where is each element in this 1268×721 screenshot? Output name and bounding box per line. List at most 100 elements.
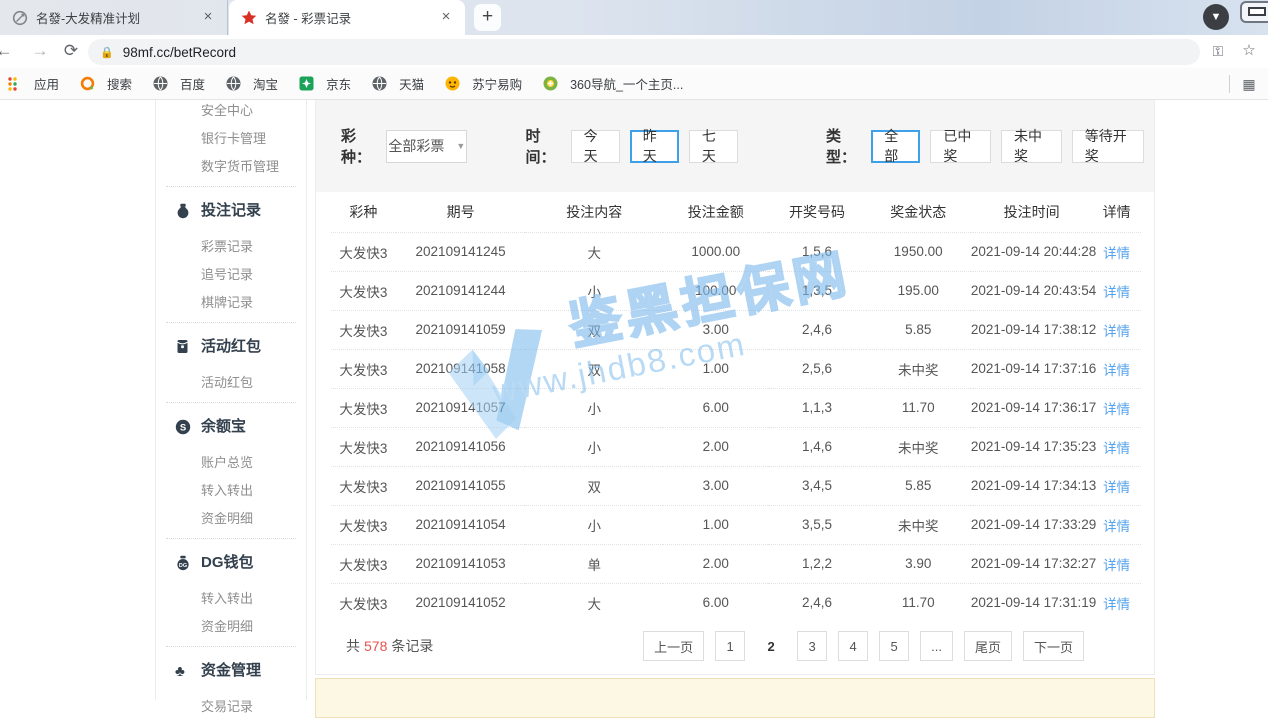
type-filter-pending[interactable]: 等待开奖 <box>1071 128 1144 164</box>
prize-cell: 195.00 <box>865 270 971 310</box>
lottery-type-select[interactable]: 全部彩票 ▼ <box>386 129 468 163</box>
bookmark-taobao[interactable]: 淘宝 <box>220 72 284 95</box>
bookmark-jd[interactable]: 京东 <box>293 72 357 95</box>
prize-cell: 未中奖 <box>865 426 971 466</box>
numbers-cell: 1,2,2 <box>768 543 866 583</box>
apps-grid-icon <box>8 76 28 91</box>
lottery-name-link[interactable]: 大发快3 <box>331 582 396 622</box>
tab-bet-record[interactable]: 名發 - 彩票记录 × <box>229 0 465 35</box>
password-key-icon[interactable]: ⚿ <box>1212 43 1224 59</box>
jd-icon <box>299 76 320 91</box>
next-page-button[interactable]: 下一页 <box>1022 631 1084 661</box>
sidebar-item-lottery-records[interactable]: 彩票记录 <box>201 239 254 254</box>
bookmark-360nav[interactable]: 360导航_一个主页... <box>537 72 689 95</box>
plan-site-favicon-icon <box>12 10 28 26</box>
lottery-name-link[interactable]: 大发快3 <box>331 387 396 427</box>
time-filter-today[interactable]: 今天 <box>570 128 620 164</box>
lottery-name-link[interactable]: 大发快3 <box>331 465 396 505</box>
bet-record-page: 安全中心 银行卡管理 数字货币管理 投注记录 彩票记录 追号记录 棋牌记录 活动… <box>0 100 1268 718</box>
detail-link[interactable]: 详情 <box>1103 401 1131 417</box>
sidebar-item-bank-card[interactable]: 银行卡管理 <box>201 131 267 146</box>
lottery-name-link[interactable]: 大发快3 <box>331 348 396 388</box>
lottery-name-link[interactable]: 大发快3 <box>331 309 396 349</box>
tab-close-icon[interactable]: × <box>441 7 451 25</box>
sidebar-item-fund-details[interactable]: 资金明细 <box>201 619 254 634</box>
tab-plan[interactable]: 名發-大发精准计划 × <box>0 0 228 35</box>
time-cell: 2021-09-14 17:37:16 <box>970 348 1096 388</box>
col-lottery: 彩种 <box>349 203 378 220</box>
total-suffix: 条记录 <box>391 638 434 654</box>
page-button-1[interactable]: 1 <box>715 631 746 661</box>
period-cell: 202109141058 <box>395 348 526 388</box>
detail-link[interactable]: 详情 <box>1103 557 1131 573</box>
page-button-5[interactable]: 5 <box>879 631 910 661</box>
period-cell: 202109141245 <box>395 231 526 271</box>
lottery-name-link[interactable]: 大发快3 <box>331 270 396 310</box>
time-filter-label: 时间： <box>525 128 556 166</box>
period-cell: 202109141059 <box>395 309 526 349</box>
bookmark-tmall[interactable]: 天猫 <box>366 72 430 95</box>
tab-close-icon[interactable]: × <box>203 7 213 25</box>
page-ellipsis-button[interactable]: ... <box>920 631 953 661</box>
address-bar[interactable]: 🔒 98mf.cc/betRecord <box>88 39 1200 65</box>
last-page-button[interactable]: 尾页 <box>963 631 1012 661</box>
detail-link[interactable]: 详情 <box>1103 518 1131 534</box>
new-tab-button[interactable]: + <box>474 4 501 31</box>
type-filter-won[interactable]: 已中奖 <box>930 128 992 164</box>
sidebar-item-digital-currency[interactable]: 数字货币管理 <box>201 159 280 174</box>
sidebar-item-chase-records[interactable]: 追号记录 <box>201 267 254 282</box>
numbers-cell: 3,4,5 <box>768 465 866 505</box>
sidebar-item-account-overview[interactable]: 账户总览 <box>201 455 254 470</box>
back-icon[interactable]: ← <box>0 41 13 60</box>
detail-link[interactable]: 详情 <box>1103 245 1131 261</box>
sidebar-item-activity-red-packet[interactable]: 活动红包 <box>201 375 254 390</box>
bookmark-search[interactable]: 搜索 <box>74 72 138 95</box>
prev-page-button[interactable]: 上一页 <box>643 631 705 661</box>
period-cell: 202109141056 <box>395 426 526 466</box>
search-circle-icon <box>80 76 101 91</box>
forward-icon[interactable]: → <box>31 41 49 60</box>
download-indicator-icon[interactable]: ▼ <box>1203 4 1229 30</box>
detail-link[interactable]: 详情 <box>1103 479 1131 495</box>
amount-cell: 1.00 <box>663 348 769 388</box>
type-filter-lost[interactable]: 未中奖 <box>1001 128 1062 164</box>
time-filter-yesterday[interactable]: 昨天 <box>629 128 679 164</box>
lottery-name-link[interactable]: 大发快3 <box>331 231 396 271</box>
sidebar-item-transfer[interactable]: 转入转出 <box>201 483 254 498</box>
page-button-2-current[interactable]: 2 <box>767 638 775 654</box>
detail-link[interactable]: 详情 <box>1103 440 1131 456</box>
bookmark-baidu[interactable]: 百度 <box>147 72 211 95</box>
page-button-3[interactable]: 3 <box>797 631 828 661</box>
sidebar-item-fund-details[interactable]: 资金明细 <box>201 511 254 526</box>
detail-link[interactable]: 详情 <box>1103 596 1131 612</box>
time-cell: 2021-09-14 17:36:17 <box>970 387 1096 427</box>
divider <box>166 186 296 187</box>
sidebar-item-transaction-records[interactable]: 交易记录 <box>201 699 254 714</box>
sidebar-item-board-game-records[interactable]: 棋牌记录 <box>201 295 254 310</box>
sidebar-section-dg-wallet: DG DG钱包 <box>156 548 306 578</box>
lottery-name-link[interactable]: 大发快3 <box>331 543 396 583</box>
bookmark-suning[interactable]: 苏宁易购 <box>439 72 528 95</box>
period-cell: 202109141055 <box>395 465 526 505</box>
lottery-name-link[interactable]: 大发快3 <box>331 504 396 544</box>
amount-cell: 100.00 <box>663 270 769 310</box>
time-filter-seven-days[interactable]: 七天 <box>688 128 739 164</box>
sidebar-item-security-center[interactable]: 安全中心 <box>201 103 254 118</box>
refresh-icon[interactable]: ⟳ <box>63 41 79 60</box>
page-button-4[interactable]: 4 <box>838 631 869 661</box>
bookmark-apps[interactable]: 应用 <box>2 72 65 95</box>
records-total: 共 578 条记录 <box>346 636 433 656</box>
content-cell: 双 <box>525 309 664 349</box>
type-filter-all[interactable]: 全部 <box>871 128 921 164</box>
lottery-name-link[interactable]: 大发快3 <box>331 426 396 466</box>
bookmark-star-icon[interactable]: ☆ <box>1242 42 1256 59</box>
period-cell: 202109141053 <box>395 543 526 583</box>
reading-list-grid-icon[interactable]: ▦ <box>1242 75 1256 92</box>
detail-link[interactable]: 详情 <box>1103 284 1131 300</box>
detail-link[interactable]: 详情 <box>1103 323 1131 339</box>
detail-link[interactable]: 详情 <box>1103 362 1131 378</box>
table-row: 大发快3 202109141244 小 100.00 1,3,5 195.00 … <box>331 270 1141 310</box>
window-minimize-button[interactable] <box>1240 1 1268 23</box>
sidebar-item-transfer[interactable]: 转入转出 <box>201 591 254 606</box>
bet-site-favicon-icon <box>241 10 257 26</box>
